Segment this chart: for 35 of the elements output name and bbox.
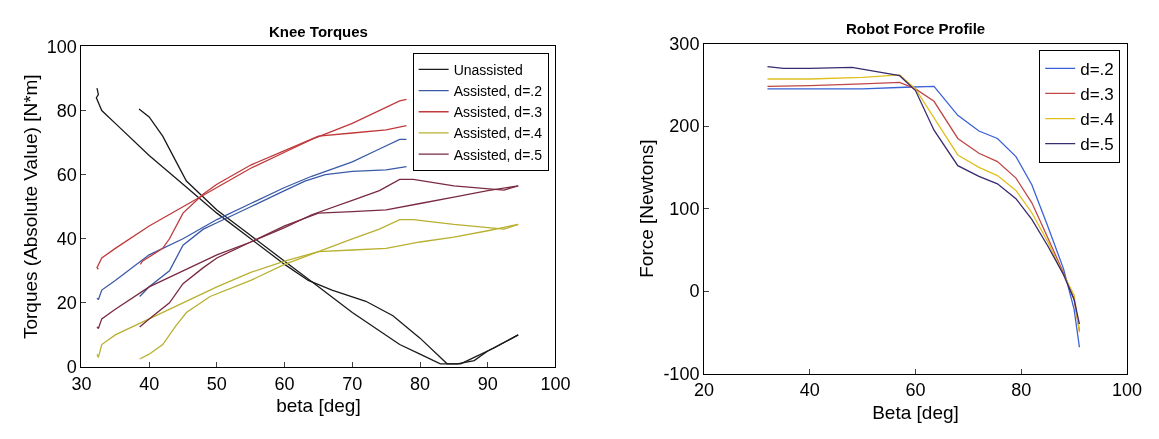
x-tick-label: 70 <box>342 373 363 394</box>
y-tick-label: 200 <box>669 116 700 137</box>
y-axis-title: Force [Newtons] <box>636 139 658 278</box>
x-tick-label: 80 <box>1011 380 1032 401</box>
y-tick-label: 0 <box>689 281 700 302</box>
x-axis-title: Beta [deg] <box>872 402 959 424</box>
y-tick-label: 60 <box>56 164 77 185</box>
legend-label: Assisted, d=.3 <box>453 104 543 121</box>
legend-label: d=.3 <box>1080 85 1114 105</box>
x-tick-label: 90 <box>477 373 498 394</box>
y-tick-label: 80 <box>56 100 77 121</box>
x-tick-label: 60 <box>274 373 295 394</box>
y-axis-title: Torques (Absolute Value) [N*m] <box>19 74 41 340</box>
y-tick-label: 20 <box>56 293 77 314</box>
x-tick-label: 80 <box>410 373 431 394</box>
y-tick-label: 300 <box>669 33 700 54</box>
chart-title: Knee Torques <box>269 23 368 40</box>
x-tick-label: 40 <box>139 373 160 394</box>
x-tick-label: 100 <box>540 373 571 394</box>
chart-title: Robot Force Profile <box>846 20 986 37</box>
legend-label: Assisted, d=.2 <box>453 83 543 99</box>
x-tick-label: 40 <box>799 380 820 401</box>
x-tick-label: 50 <box>206 373 227 394</box>
legend-label: Assisted, d=.5 <box>453 146 543 163</box>
x-axis-title: beta [deg] <box>276 395 361 417</box>
x-tick-label: 60 <box>905 380 926 401</box>
y-tick-label: 100 <box>46 36 77 57</box>
legend-label: Unassisted <box>453 61 523 78</box>
legend-label: Assisted, d=.4 <box>453 125 543 142</box>
legend-label: d=.4 <box>1080 110 1114 130</box>
legend-label: d=.5 <box>1080 135 1114 155</box>
y-tick-label: 40 <box>56 229 77 250</box>
legend-label: d=.2 <box>1080 59 1114 79</box>
x-tick-label: 100 <box>1111 380 1143 401</box>
y-tick-label: 100 <box>669 198 700 219</box>
